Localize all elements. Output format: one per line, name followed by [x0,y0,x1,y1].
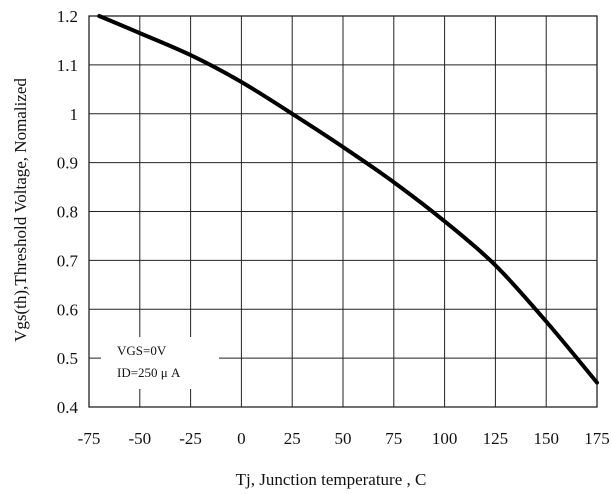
x-tick-label: 50 [335,429,352,448]
y-tick-label: 0.7 [57,251,79,270]
x-tick-label: 150 [533,429,559,448]
x-tick-label: 75 [385,429,402,448]
y-tick-label: 0.5 [57,349,78,368]
x-tick-label: 125 [483,429,509,448]
plot-frame [88,15,598,408]
threshold-voltage-curve [97,14,599,385]
x-tick-label: 100 [432,429,458,448]
y-tick-label: 1 [70,105,79,124]
x-tick-label: -50 [128,429,151,448]
y-axis-tick-labels: 0.4 0.5 0.6 0.7 0.8 0.9 1 1.1 1.2 [57,7,79,417]
condition-id: ID=250 μ A [117,365,181,380]
y-axis-title: Vgs(th),Threshold Voltage, Nomalized [11,78,30,342]
y-tick-label: 1.1 [57,56,78,75]
x-tick-label: 25 [284,429,301,448]
y-tick-label: 0.9 [57,154,78,173]
x-tick-label: -75 [78,429,101,448]
condition-annotation-background [101,337,219,389]
x-tick-label: 175 [584,429,610,448]
x-axis-tick-labels: -75 -50 -25 0 25 50 75 100 125 150 175 [78,429,610,448]
condition-annotation: VGS=0V ID=250 μ A [101,337,219,389]
y-tick-label: 0.6 [57,300,78,319]
y-tick-label: 1.2 [57,7,78,26]
x-tick-label: -25 [179,429,202,448]
x-tick-label: 0 [237,429,246,448]
condition-vgs: VGS=0V [117,343,167,358]
y-tick-label: 0.4 [57,398,79,417]
x-axis-title: Tj, Junction temperature , C [236,470,427,489]
y-tick-label: 0.8 [57,203,78,222]
